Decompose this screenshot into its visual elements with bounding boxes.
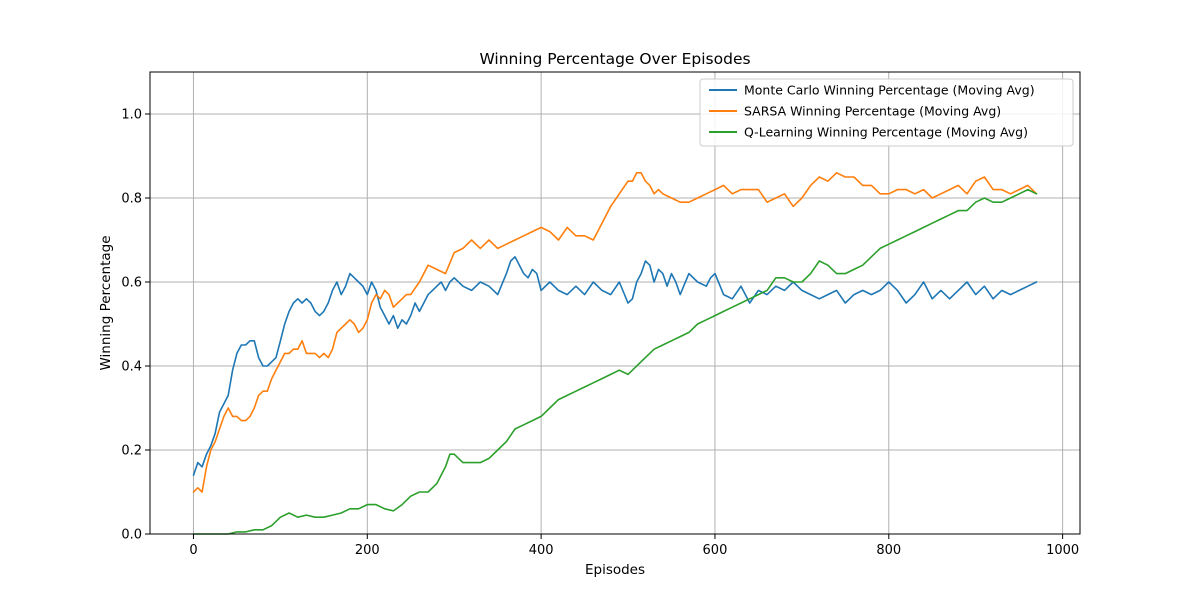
plot-frame	[149, 71, 1081, 535]
x-tick-label: 400	[529, 543, 554, 558]
x-tick-label: 200	[355, 543, 380, 558]
y-tick-label: 1.0	[121, 108, 142, 123]
legend-box	[699, 78, 1074, 147]
series-line-q-learning	[192, 188, 1038, 535]
y-axis-title: Winning Percentage	[98, 235, 114, 370]
legend-label-sarsa: SARSA Winning Percentage (Moving Avg)	[744, 104, 1001, 119]
legend-label-monte-carlo: Monte Carlo Winning Percentage (Moving A…	[744, 83, 1035, 98]
series-lines	[192, 172, 1038, 535]
series-line-monte	[192, 255, 1038, 477]
x-axis: 0 200 400 600 800 1000	[189, 534, 1079, 558]
legend-label-q-learning: Q-Learning Winning Percentage (Moving Av…	[744, 125, 1028, 140]
chart-title: Winning Percentage Over Episodes	[479, 50, 750, 68]
y-tick-label: 0.6	[121, 276, 142, 291]
y-tick-label: 0.2	[121, 444, 142, 459]
y-tick-label: 0.0	[121, 528, 142, 543]
legend: Monte Carlo Winning Percentage (Moving A…	[699, 78, 1074, 147]
x-tick-label: 800	[876, 543, 901, 558]
x-axis-title: Episodes	[585, 562, 645, 578]
x-tick-label: 1000	[1046, 543, 1079, 558]
y-tick-label: 0.4	[121, 360, 142, 375]
y-axis: 0.0 0.2 0.4 0.6 0.8 1.0	[121, 108, 150, 543]
x-tick-label: 600	[703, 543, 728, 558]
y-tick-label: 0.8	[121, 192, 142, 207]
x-tick-label: 0	[189, 543, 197, 558]
series-line-sarsa	[192, 172, 1038, 493]
